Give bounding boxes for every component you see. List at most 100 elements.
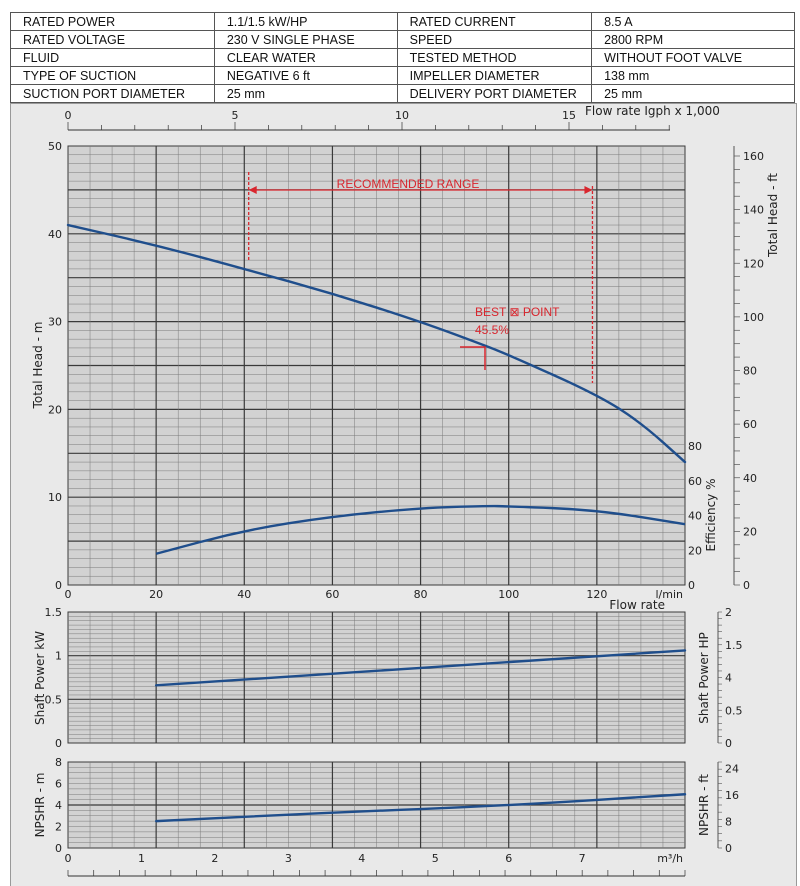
y-tick-label: 6 bbox=[55, 778, 62, 791]
y-tick-label: 2 bbox=[55, 821, 62, 834]
efficiency-tick-label: 60 bbox=[688, 475, 702, 488]
hp-tick-label: 0.5 bbox=[725, 704, 743, 717]
head-ft-tick-label: 40 bbox=[743, 472, 757, 485]
x-tick-label: 40 bbox=[237, 588, 251, 601]
hp-tick-label: 0 bbox=[725, 737, 732, 750]
best-point-marker bbox=[460, 346, 486, 370]
m3h-tick-label: 0 bbox=[65, 852, 72, 865]
y-axis-title: Shaft Power kW bbox=[33, 631, 47, 725]
spec-label: RATED VOLTAGE bbox=[10, 30, 215, 49]
best-point-value: 45.5% bbox=[475, 323, 509, 337]
spec-row: RATED POWER 1.1/1.5 kW/HP RATED CURRENT 8.5… bbox=[10, 12, 795, 31]
hp-tick-label: 2 bbox=[725, 606, 732, 619]
efficiency-curve bbox=[155, 504, 686, 555]
m3h-tick-label: 3 bbox=[285, 852, 292, 865]
head-ft-tick-label: 100 bbox=[743, 311, 764, 324]
plot-area-1 bbox=[67, 611, 686, 744]
efficiency-tick-label: 80 bbox=[688, 440, 702, 453]
y-axis-title: NPSHR - m bbox=[33, 773, 47, 838]
recommended-range-label: RECOMMENDED RANGE bbox=[337, 177, 480, 191]
y-tick-label: 0 bbox=[55, 737, 62, 750]
x-tick-label: l/min bbox=[655, 588, 683, 601]
m3h-tick-label: 5 bbox=[432, 852, 439, 865]
head-ft-tick-label: 160 bbox=[743, 150, 764, 163]
y-tick-label: 8 bbox=[55, 756, 62, 769]
m3h-tick-label: m³/h bbox=[657, 852, 683, 865]
head-ft-tick-label: 120 bbox=[743, 257, 764, 270]
spec-label: SPEED bbox=[396, 30, 593, 49]
top-tick-label: 15 bbox=[562, 109, 576, 122]
y-tick-label: 10 bbox=[48, 491, 62, 504]
x-axis-title: Flow rate bbox=[609, 598, 665, 612]
head-ft-tick-label: 140 bbox=[743, 204, 764, 217]
npshr-ft-axis-title: NPSHR - ft bbox=[697, 774, 711, 836]
spec-label: TESTED METHOD bbox=[396, 48, 593, 67]
spec-label: DELIVERY PORT DIAMETER bbox=[396, 84, 593, 103]
hp-tick-label: 4 bbox=[725, 672, 732, 685]
spec-label: IMPELLER DIAMETER bbox=[396, 66, 593, 85]
y-tick-label: 20 bbox=[48, 403, 62, 416]
m3h-tick-label: 4 bbox=[358, 852, 365, 865]
head-ft-tick-label: 60 bbox=[743, 418, 757, 431]
npshr-ft-tick-label: 8 bbox=[725, 816, 732, 829]
efficiency-tick-label: 20 bbox=[688, 544, 702, 557]
efficiency-tick-label: 40 bbox=[688, 510, 702, 523]
shaft-power-curve bbox=[154, 649, 687, 687]
x-tick-label: 60 bbox=[325, 588, 339, 601]
spec-table: RATED POWER 1.1/1.5 kW/HP RATED CURRENT 8.5… bbox=[10, 12, 795, 103]
y-axis-title: Total Head - m bbox=[31, 322, 45, 410]
spec-value: 138 mm bbox=[591, 66, 795, 85]
head-ft-tick-label: 0 bbox=[743, 579, 750, 592]
x-tick-label: 0 bbox=[65, 588, 72, 601]
y-tick-label: 40 bbox=[48, 228, 62, 241]
spec-row: FLUID CLEAR WATER TESTED METHOD WITHOUT FOO… bbox=[10, 48, 795, 67]
spec-label: SUCTION PORT DIAMETER bbox=[10, 84, 215, 103]
hp-axis-title: Shaft Power HP bbox=[697, 632, 711, 723]
spec-value: NEGATIVE 6 ft bbox=[213, 66, 398, 85]
npshr-ft-tick-label: 0 bbox=[725, 842, 732, 855]
plot-area-2 bbox=[67, 761, 686, 849]
m3h-tick-label: 7 bbox=[579, 852, 586, 865]
x-tick-label: 20 bbox=[149, 588, 163, 601]
y-tick-label: 0 bbox=[55, 579, 62, 592]
top-tick-label: 10 bbox=[395, 109, 409, 122]
spec-row: TYPE OF SUCTION NEGATIVE 6 ft IMPELLER DI… bbox=[10, 66, 795, 85]
x-tick-label: 120 bbox=[586, 588, 607, 601]
npshr-curve bbox=[154, 793, 687, 823]
spec-label: TYPE OF SUCTION bbox=[10, 66, 215, 85]
hp-tick-label: 1.5 bbox=[725, 639, 743, 652]
y-tick-label: 0 bbox=[55, 842, 62, 855]
y-tick-label: 1 bbox=[55, 650, 62, 663]
y-tick-label: 0.5 bbox=[45, 693, 63, 706]
top-tick-label: 0 bbox=[65, 109, 72, 122]
best-point-label: BEST ⊠ POINT bbox=[475, 305, 560, 319]
spec-row: SUCTION PORT DIAMETER 25 mm DELIVERY PORT … bbox=[10, 84, 795, 103]
head-curve bbox=[66, 223, 687, 464]
top-axis-title: Flow rate Igph x 1,000 bbox=[585, 104, 720, 118]
m3h-tick-label: 6 bbox=[505, 852, 512, 865]
y-tick-label: 1.5 bbox=[45, 606, 63, 619]
x-tick-label: 100 bbox=[498, 588, 519, 601]
spec-value: 25 mm bbox=[591, 84, 795, 103]
spec-label: RATED POWER bbox=[10, 12, 215, 31]
efficiency-axis-title: Efficiency % bbox=[704, 478, 718, 551]
spec-label: RATED CURRENT bbox=[396, 12, 593, 31]
y-tick-label: 4 bbox=[55, 799, 62, 812]
head-ft-tick-label: 20 bbox=[743, 525, 757, 538]
y-tick-label: 30 bbox=[48, 316, 62, 329]
spec-value: 1.1/1.5 kW/HP bbox=[213, 12, 398, 31]
efficiency-tick-label: 0 bbox=[688, 579, 695, 592]
npshr-ft-tick-label: 24 bbox=[725, 763, 739, 776]
head-ft-axis-title: Total Head - ft bbox=[766, 173, 780, 258]
y-tick-label: 50 bbox=[48, 140, 62, 153]
top-tick-label: 5 bbox=[232, 109, 239, 122]
head-ft-tick-label: 80 bbox=[743, 365, 757, 378]
spec-value: 230 V SINGLE PHASE bbox=[213, 30, 398, 49]
spec-value: 25 mm bbox=[213, 84, 398, 103]
x-tick-label: 80 bbox=[414, 588, 428, 601]
npshr-ft-tick-label: 16 bbox=[725, 789, 739, 802]
m3h-tick-label: 2 bbox=[211, 852, 218, 865]
spec-label: FLUID bbox=[10, 48, 215, 67]
